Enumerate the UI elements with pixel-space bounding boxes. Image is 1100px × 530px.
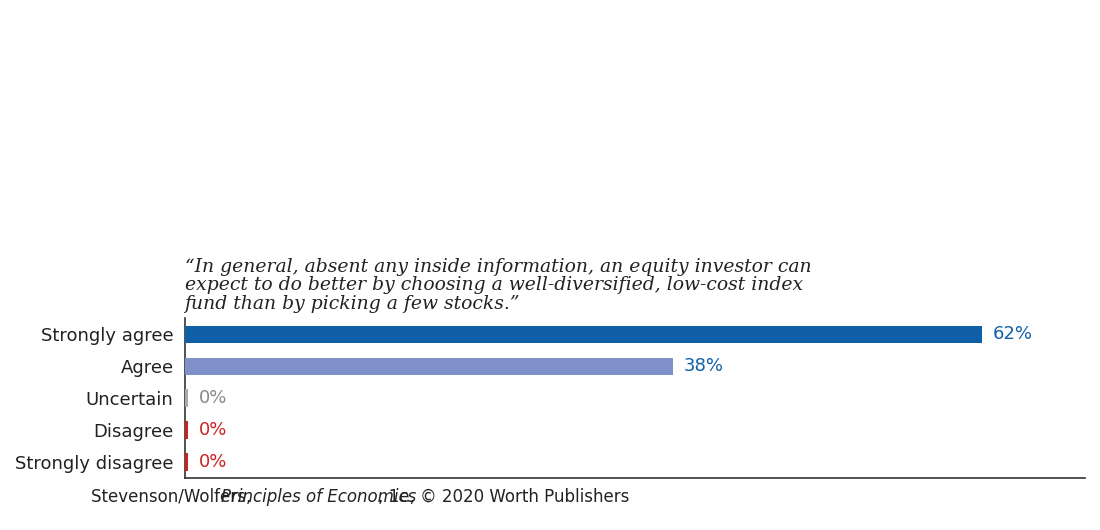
Text: Stevenson/Wolfers,: Stevenson/Wolfers, <box>91 488 256 506</box>
Bar <box>185 390 188 407</box>
Text: “In general, absent any inside information, an equity investor can: “In general, absent any inside informati… <box>185 258 811 276</box>
Bar <box>185 358 673 375</box>
Bar <box>185 421 188 439</box>
Text: fund than by picking a few stocks.”: fund than by picking a few stocks.” <box>185 295 520 313</box>
Text: 0%: 0% <box>199 389 227 407</box>
Text: 38%: 38% <box>684 357 724 375</box>
Text: expect to do better by choosing a well-diversified, low-cost index: expect to do better by choosing a well-d… <box>185 276 803 294</box>
Bar <box>185 326 982 343</box>
Text: , 1e, © 2020 Worth Publishers: , 1e, © 2020 Worth Publishers <box>378 488 630 506</box>
Text: Principles of Economics: Principles of Economics <box>221 488 416 506</box>
Bar <box>185 453 188 471</box>
Text: 62%: 62% <box>992 325 1033 343</box>
Text: 0%: 0% <box>199 453 227 471</box>
Text: 0%: 0% <box>199 421 227 439</box>
